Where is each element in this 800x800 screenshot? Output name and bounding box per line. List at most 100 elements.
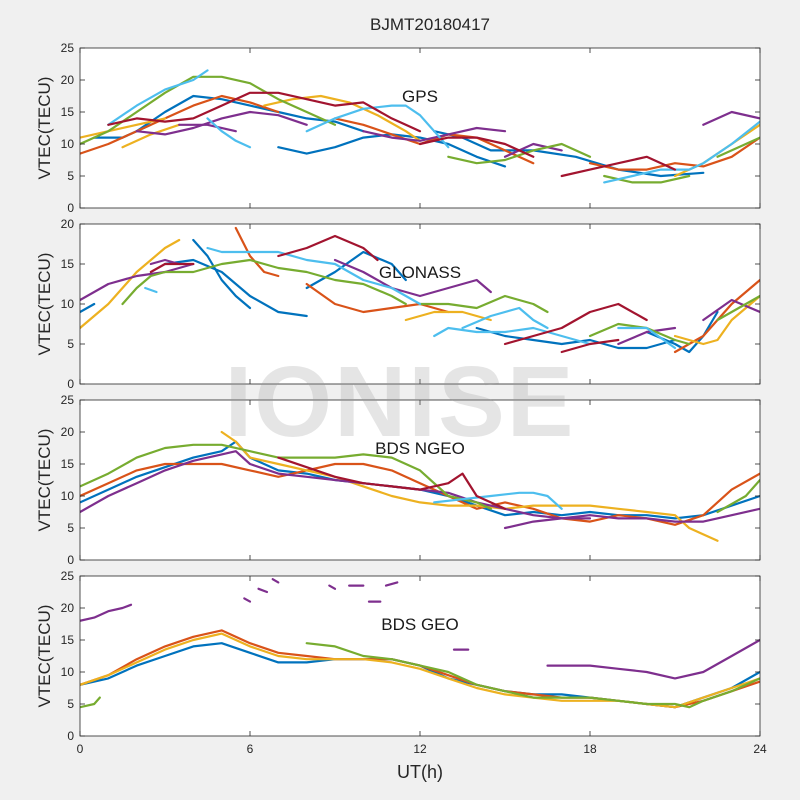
series-line-19 — [418, 294, 549, 314]
panel-3: 0 5 10 15 20 25 VTEC(TECU) BDS NGEO — [35, 393, 761, 567]
series-line-9 — [277, 456, 507, 510]
series-line-4 — [80, 603, 133, 622]
y-axis-label: VTEC(TECU) — [35, 253, 54, 356]
panel-1: 0 5 10 15 20 25 VTEC(TECU) GPS — [35, 41, 761, 215]
series-line-7 — [234, 226, 280, 278]
y-axis-label: VTEC(TECU) — [35, 429, 54, 532]
series-line-9 — [121, 123, 181, 149]
series-line-3 — [192, 238, 252, 310]
y-tick-label: 10 — [61, 137, 75, 151]
x-tick-label: 0 — [77, 742, 84, 756]
series-line-21 — [107, 69, 209, 126]
series-line-10 — [80, 238, 181, 330]
y-tick-label: 0 — [67, 377, 74, 391]
series-line-15 — [305, 642, 760, 709]
series-line-18 — [121, 258, 407, 306]
series-line-27 — [560, 155, 677, 178]
series-line-13 — [362, 126, 507, 142]
series-group — [80, 430, 760, 542]
y-tick-label: 0 — [67, 553, 74, 567]
series-line-16 — [617, 326, 677, 346]
plot-area — [80, 400, 760, 560]
series-line-3 — [433, 130, 705, 178]
y-tick-label: 15 — [61, 633, 75, 647]
series-line-8 — [328, 584, 337, 590]
y-tick-label: 0 — [67, 201, 74, 215]
series-line-5 — [243, 597, 252, 603]
series-line-6 — [333, 117, 535, 165]
series-line-22 — [144, 286, 158, 294]
y-tick-label: 20 — [61, 601, 75, 615]
series-line-5 — [80, 94, 280, 155]
y-tick-label: 5 — [67, 697, 74, 711]
series-line-25 — [107, 91, 422, 133]
series-line-5 — [475, 326, 677, 350]
y-tick-label: 5 — [67, 521, 74, 535]
panel-label: BDS NGEO — [375, 439, 465, 458]
y-tick-label: 20 — [61, 73, 75, 87]
series-line-14 — [149, 258, 181, 266]
series-line-7 — [588, 136, 760, 171]
series-line-26 — [617, 326, 677, 350]
x-tick-label: 18 — [583, 742, 597, 756]
y-tick-label: 25 — [61, 41, 75, 55]
series-line-1 — [80, 302, 96, 314]
series-line-11 — [384, 581, 399, 587]
series-line-26 — [418, 136, 535, 158]
y-tick-label: 5 — [67, 169, 74, 183]
y-tick-label: 5 — [67, 337, 74, 351]
plot-area — [80, 48, 760, 208]
series-line-13 — [546, 638, 760, 680]
y-tick-label: 25 — [61, 393, 75, 407]
y-tick-label: 15 — [61, 457, 75, 471]
y-tick-label: 20 — [61, 425, 75, 439]
y-tick-label: 10 — [61, 489, 75, 503]
series-line-11 — [404, 310, 492, 322]
y-tick-label: 10 — [61, 297, 75, 311]
panel-label: GLONASS — [379, 263, 461, 282]
series-line-8 — [305, 282, 450, 314]
series-line-20 — [716, 136, 760, 158]
series-line-18 — [447, 142, 592, 165]
series-line-15 — [333, 258, 492, 298]
series-line-5 — [503, 517, 592, 530]
series-line-14 — [80, 696, 101, 709]
panel-label: BDS GEO — [381, 615, 458, 634]
panel-4: 0 5 10 15 20 25 0 6 12 18 24 VTEC(TECU) BDS GEO — [35, 569, 767, 756]
y-axis-label: VTEC(TECU) — [35, 605, 54, 708]
series-line-6 — [80, 443, 492, 510]
series-line-2 — [163, 258, 308, 318]
x-tick-label: 12 — [413, 742, 427, 756]
panel-2: 0 5 10 15 20 VTEC(TECU) GLONASS — [35, 217, 761, 391]
series-line-29 — [503, 302, 648, 346]
series-group — [80, 578, 760, 709]
series-line-13 — [80, 262, 195, 302]
series-line-6 — [257, 587, 269, 594]
series-group — [80, 226, 760, 354]
x-axis-label: UT(h) — [397, 762, 443, 782]
series-line-14 — [178, 123, 237, 133]
series-line-16 — [702, 110, 760, 126]
series-line-12 — [135, 110, 308, 136]
series-line-24 — [461, 306, 549, 330]
y-tick-label: 15 — [61, 105, 75, 119]
series-line-7 — [271, 578, 280, 584]
series-line-28 — [277, 234, 379, 262]
series-line-8 — [80, 117, 167, 139]
series-line-7 — [716, 478, 760, 514]
series-line-24 — [603, 120, 760, 184]
series-group — [80, 69, 760, 184]
series-line-25 — [433, 326, 592, 346]
series-line-17 — [702, 298, 760, 322]
series-line-23 — [305, 104, 450, 149]
x-tick-label: 24 — [753, 742, 767, 756]
series-line-27 — [149, 262, 195, 274]
y-tick-label: 10 — [61, 665, 75, 679]
series-line-21 — [716, 294, 760, 322]
x-tick-label: 6 — [247, 742, 254, 756]
series-line-22 — [206, 117, 252, 149]
y-tick-label: 0 — [67, 729, 74, 743]
series-line-15 — [503, 142, 563, 158]
y-axis-label: VTEC(TECU) — [35, 77, 54, 180]
